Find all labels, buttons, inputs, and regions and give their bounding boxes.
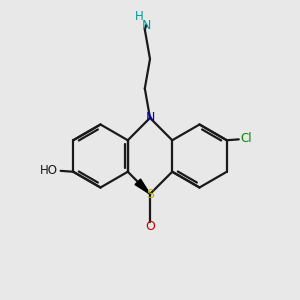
Text: O: O: [145, 220, 155, 233]
Text: S: S: [146, 188, 154, 201]
Text: N: N: [145, 111, 155, 124]
Text: HO: HO: [40, 164, 58, 177]
Text: Cl: Cl: [240, 132, 252, 145]
Polygon shape: [135, 179, 150, 194]
Text: N: N: [142, 19, 151, 32]
Text: H: H: [135, 11, 144, 23]
